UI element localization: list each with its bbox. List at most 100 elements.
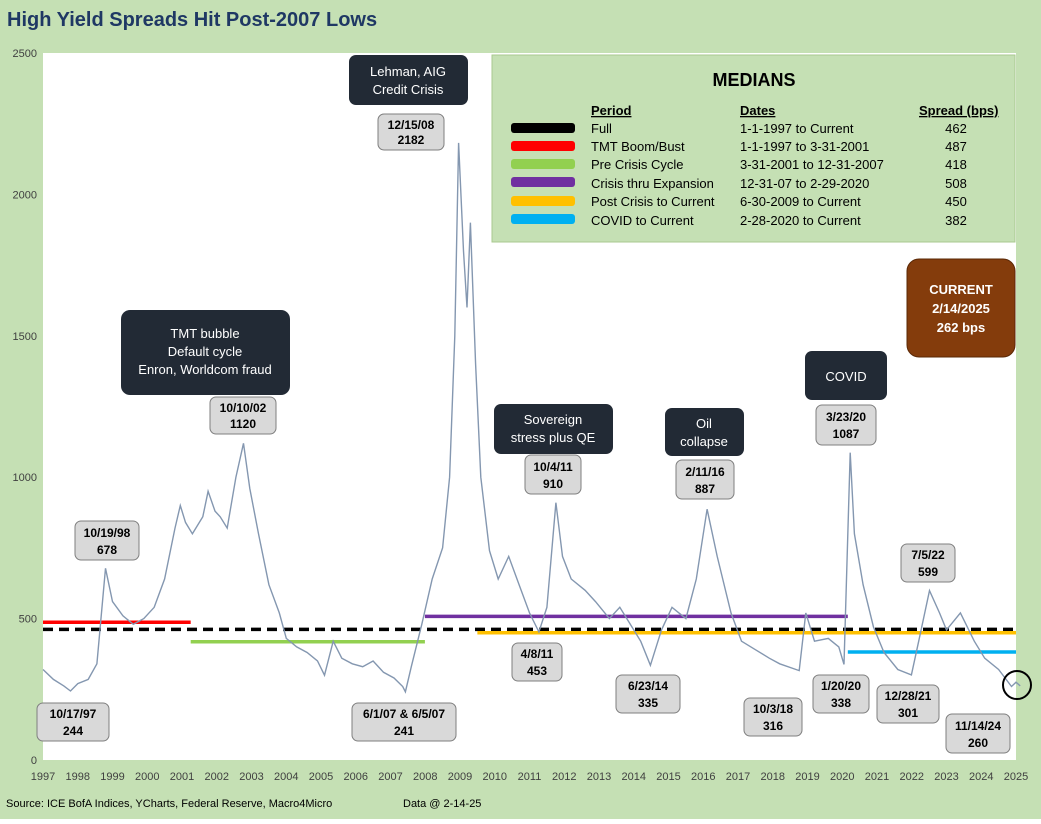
point-label-value: 887 <box>695 482 715 496</box>
y-tick-label: 2500 <box>13 48 37 60</box>
x-tick-label: 2023 <box>934 771 958 783</box>
legend-swatch <box>511 177 575 187</box>
point-label: 7/5/22 599 <box>900 543 956 583</box>
point-label-date: 10/19/98 <box>84 526 131 540</box>
source-note: Source: ICE BofA Indices, YCharts, Feder… <box>6 798 332 810</box>
point-label-value: 301 <box>898 706 918 720</box>
legend-period: Post Crisis to Current <box>591 194 715 209</box>
point-label-date: 1/20/20 <box>821 679 861 693</box>
legend-spread: 508 <box>945 176 967 191</box>
x-tick-label: 2015 <box>656 771 680 783</box>
point-label-value: 2182 <box>398 133 425 147</box>
point-label: 12/15/08 2182 <box>377 113 445 151</box>
event-label-line: Sovereign <box>524 412 583 427</box>
point-label: 10/17/97 244 <box>36 702 110 742</box>
legend-box <box>491 54 1016 243</box>
legend-row: Pre Crisis Cycle 3-31-2001 to 12-31-2007… <box>511 157 967 172</box>
point-label: 12/28/21 301 <box>876 684 940 724</box>
point-label: 10/10/02 1120 <box>209 396 277 435</box>
legend-spread: 487 <box>945 139 967 154</box>
legend-dates: 6-30-2009 to Current <box>740 194 861 209</box>
x-tick-label: 2013 <box>587 771 611 783</box>
point-label-date: 3/23/20 <box>826 410 866 424</box>
x-tick-label: 2010 <box>483 771 507 783</box>
x-tick-label: 2024 <box>969 771 993 783</box>
point-label-date: 10/10/02 <box>220 401 267 415</box>
x-tick-label: 2000 <box>135 771 159 783</box>
point-label-value: 678 <box>97 543 117 557</box>
x-tick-label: 2025 <box>1004 771 1028 783</box>
point-label-value: 316 <box>763 719 783 733</box>
y-tick-label: 1500 <box>13 331 37 343</box>
point-label-value: 599 <box>918 565 938 579</box>
legend-swatch <box>511 214 575 224</box>
legend-spread: 450 <box>945 194 967 209</box>
point-label-date: 10/3/18 <box>753 702 793 716</box>
x-tick-label: 2003 <box>239 771 263 783</box>
point-label: 10/3/18 316 <box>743 697 803 737</box>
legend-dates: 1-1-1997 to Current <box>740 121 854 136</box>
current-label-line: 262 bps <box>937 320 985 335</box>
y-tick-label: 500 <box>19 614 37 626</box>
event-label-line: Enron, Worldcom fraud <box>138 362 271 377</box>
x-tick-label: 2012 <box>552 771 576 783</box>
current-label-line: CURRENT <box>929 282 993 297</box>
event-label-line: Oil <box>696 416 712 431</box>
event-label-line: stress plus QE <box>511 430 596 445</box>
point-label: 4/8/11 453 <box>511 642 563 682</box>
x-tick-label: 1997 <box>31 771 55 783</box>
legend-spread: 382 <box>945 213 967 228</box>
point-label-value: 338 <box>831 696 851 710</box>
legend-period: Pre Crisis Cycle <box>591 157 683 172</box>
point-label-date: 2/11/16 <box>685 465 725 479</box>
legend-swatch <box>511 141 575 151</box>
x-tick-label: 2016 <box>691 771 715 783</box>
point-label-date: 6/1/07 & 6/5/07 <box>363 707 445 721</box>
point-label-date: 12/15/08 <box>388 118 435 132</box>
point-label-value: 910 <box>543 477 563 491</box>
legend-swatch <box>511 159 575 169</box>
y-axis: 0 500 1000 1500 2000 2500 <box>13 48 37 767</box>
y-tick-label: 1000 <box>13 472 37 484</box>
point-label-date: 7/5/22 <box>911 548 945 562</box>
current-point-circle <box>1002 670 1032 700</box>
legend-period: Crisis thru Expansion <box>591 176 714 191</box>
x-tick-label: 2001 <box>170 771 194 783</box>
chart-title: High Yield Spreads Hit Post-2007 Lows <box>7 9 377 31</box>
point-label: 11/14/24 260 <box>945 713 1011 754</box>
point-label-date: 10/4/11 <box>533 460 573 474</box>
legend-dates: 2-28-2020 to Current <box>740 213 861 228</box>
legend-dates: 1-1-1997 to 3-31-2001 <box>740 139 869 154</box>
event-label-line: Default cycle <box>168 344 242 359</box>
x-tick-label: 2005 <box>309 771 333 783</box>
y-tick-label: 2000 <box>13 189 37 201</box>
point-label: 10/19/98 678 <box>74 520 140 561</box>
point-label-date: 6/23/14 <box>628 679 668 693</box>
series-line-hy-spread <box>42 142 1021 694</box>
event-label-line: Lehman, AIG <box>370 64 446 79</box>
event-label-line: COVID <box>825 369 866 384</box>
point-label-date: 11/14/24 <box>955 719 1001 733</box>
legend-row: Crisis thru Expansion 12-31-07 to 2-29-2… <box>511 176 967 191</box>
event-box-covid: COVID <box>805 351 887 400</box>
point-label-value: 1087 <box>833 427 860 441</box>
point-label-value: 453 <box>527 664 547 678</box>
x-tick-label: 2002 <box>205 771 229 783</box>
point-label-value: 260 <box>968 736 988 750</box>
current-label-line: 2/14/2025 <box>932 301 990 316</box>
x-tick-label: 1999 <box>100 771 124 783</box>
event-label-line: collapse <box>680 434 728 449</box>
legend-header-spread: Spread (bps) <box>919 103 998 118</box>
legend-row: TMT Boom/Bust 1-1-1997 to 3-31-2001 487 <box>511 139 967 154</box>
x-tick-label: 2021 <box>865 771 889 783</box>
x-axis: 1997 1998 1999 2000 2001 2002 2003 2004 2005 2006… <box>31 771 1028 783</box>
point-label: 3/23/20 1087 <box>815 404 877 446</box>
event-box-tmt: TMT bubble Default cycle Enron, Worldcom… <box>121 310 290 395</box>
legend-dates: 12-31-07 to 2-29-2020 <box>740 176 869 191</box>
point-label: 1/20/20 338 <box>812 674 870 714</box>
legend-period: COVID to Current <box>591 213 694 228</box>
point-label-date: 4/8/11 <box>521 647 554 661</box>
point-label-date: 12/28/21 <box>885 689 932 703</box>
